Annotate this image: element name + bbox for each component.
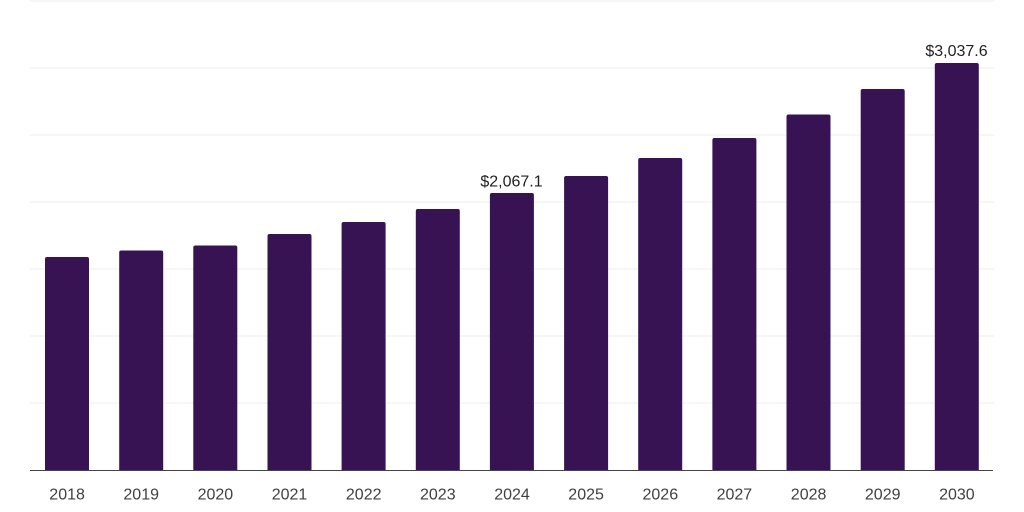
svg-text:2020: 2020 — [198, 487, 234, 504]
svg-text:2022: 2022 — [346, 487, 382, 504]
svg-text:$3,037.6: $3,037.6 — [925, 43, 987, 60]
svg-text:2025: 2025 — [568, 487, 604, 504]
svg-text:2019: 2019 — [123, 487, 159, 504]
svg-text:2023: 2023 — [420, 487, 456, 504]
svg-text:2027: 2027 — [717, 487, 753, 504]
svg-text:2030: 2030 — [939, 487, 975, 504]
svg-text:2021: 2021 — [272, 487, 308, 504]
svg-text:2024: 2024 — [494, 487, 530, 504]
svg-text:2026: 2026 — [643, 487, 679, 504]
svg-text:$2,067.1: $2,067.1 — [480, 174, 542, 191]
svg-text:2018: 2018 — [49, 487, 85, 504]
svg-text:2028: 2028 — [791, 487, 827, 504]
svg-text:2029: 2029 — [865, 487, 901, 504]
